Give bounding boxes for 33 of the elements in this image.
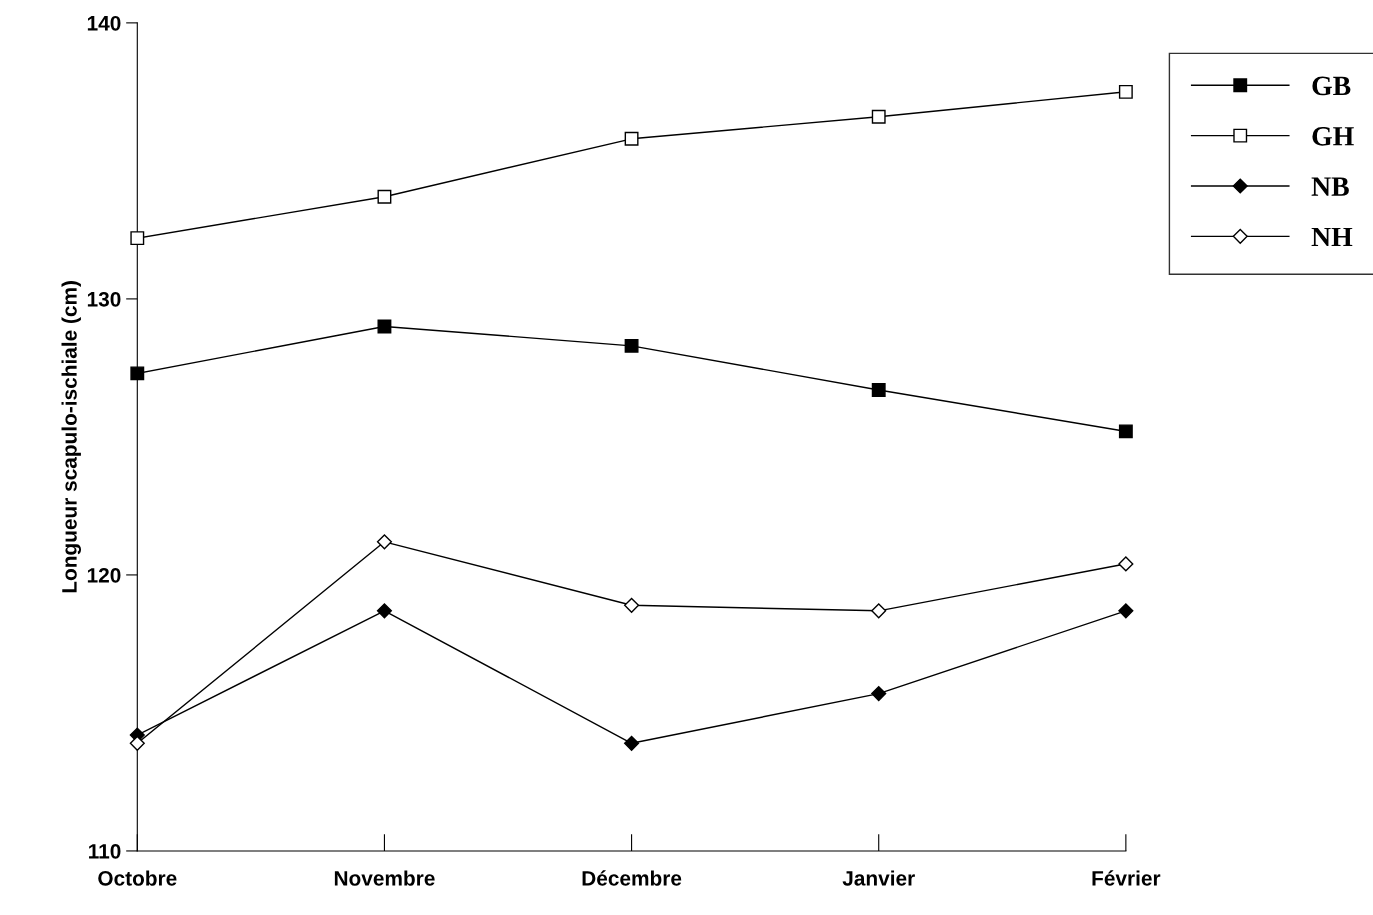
legend-label: NH [1311, 227, 1353, 247]
point [871, 383, 886, 397]
point [871, 603, 887, 619]
y-axis-title: Longueur scapulo-ischiale (cm) [61, 281, 82, 593]
point [1118, 556, 1134, 572]
point [871, 686, 887, 702]
y-tick-label: 120 [87, 567, 121, 583]
x-tick-label: Novembre [334, 870, 435, 886]
x-tick-label: Février [1092, 870, 1161, 886]
point [624, 735, 640, 751]
point [1118, 424, 1133, 439]
legend-label: NB [1311, 177, 1349, 196]
point [624, 338, 639, 353]
point [129, 735, 145, 751]
y-tick-label: 130 [87, 291, 121, 307]
point [871, 109, 886, 124]
point [377, 319, 392, 334]
y-tick-label: 140 [87, 15, 121, 31]
point [1118, 84, 1133, 99]
x-tick-label: Octobre [98, 870, 177, 886]
point [376, 534, 393, 550]
point [377, 189, 392, 204]
legend-label: GB [1312, 76, 1351, 96]
point [624, 131, 639, 146]
x-tick-label: Janvier [842, 870, 915, 886]
point [624, 597, 640, 613]
point [1118, 603, 1134, 619]
x-tick-label: Décembre [582, 870, 682, 886]
y-tick-label: 110 [89, 843, 121, 859]
point [376, 603, 393, 619]
point [130, 366, 145, 381]
point [130, 231, 145, 246]
legend-label: GH [1312, 126, 1354, 146]
